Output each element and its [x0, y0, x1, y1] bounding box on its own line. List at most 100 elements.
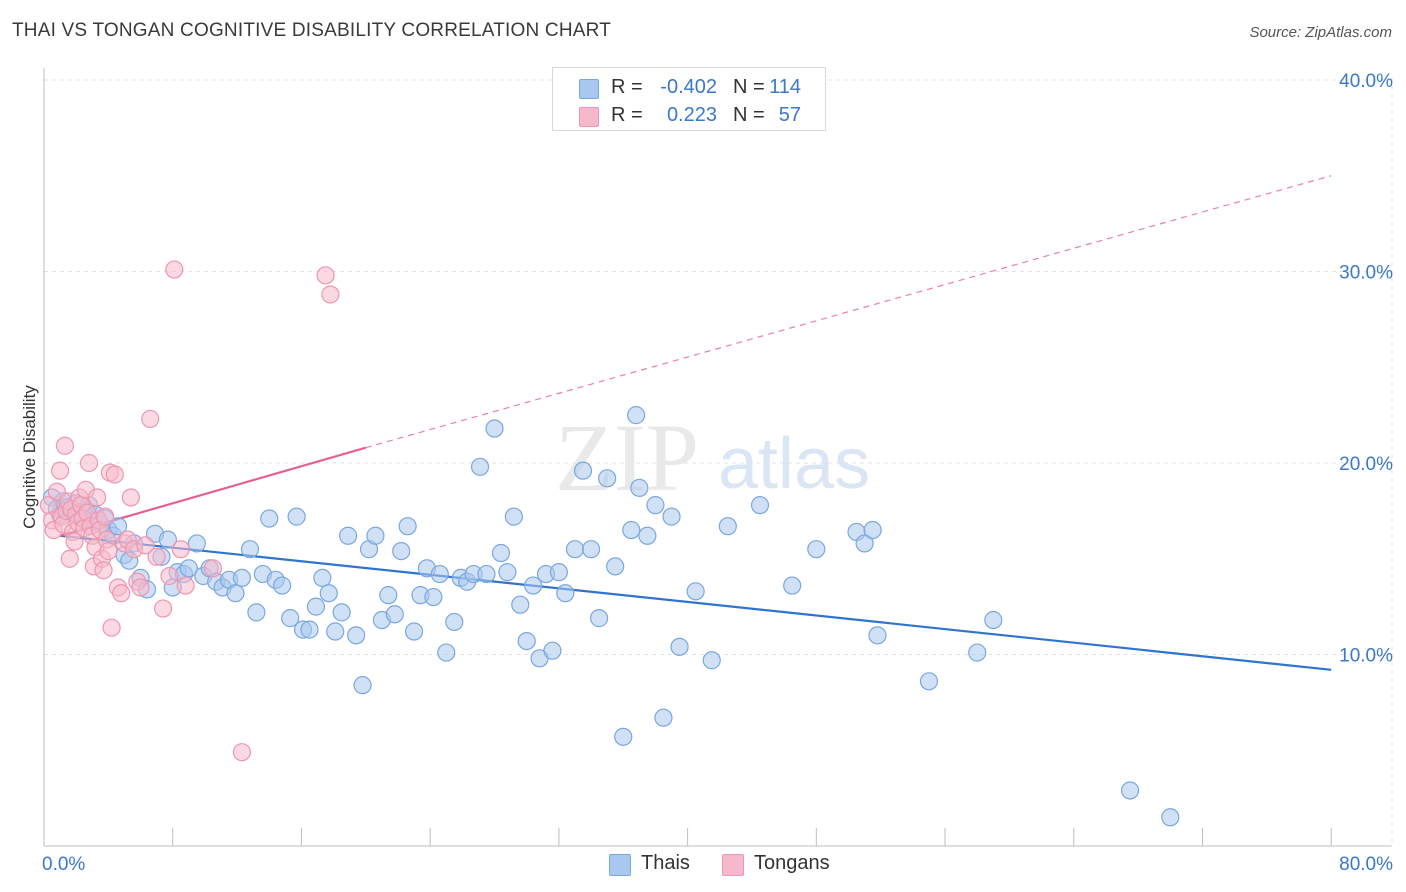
thai-point	[300, 620, 319, 639]
tongan-point	[321, 285, 340, 304]
tongan-point	[105, 465, 124, 484]
thai-point	[662, 507, 681, 526]
tongan-point	[79, 453, 99, 473]
thai-point	[226, 584, 245, 603]
thai-point	[581, 540, 601, 559]
axes	[43, 68, 1392, 847]
thai-point	[108, 517, 128, 536]
legend-r-label: R =	[611, 76, 643, 98]
legend-label-tongans: Tongans	[754, 852, 830, 874]
legend-label-thais: Thais	[641, 852, 690, 874]
thai-point	[702, 651, 721, 670]
thai-point	[247, 603, 266, 622]
chart-source: Source: ZipAtlas.com	[1249, 24, 1392, 41]
legend-row-thais: R = -0.402 N = 114	[553, 72, 825, 102]
y-axis-label: Cognitive Disability	[20, 385, 39, 529]
thai-point	[549, 563, 568, 582]
tongan-point	[165, 260, 184, 279]
thai-point	[606, 557, 625, 576]
thai-trend-line	[59, 534, 1332, 671]
thai-point	[392, 541, 411, 561]
y-tick-label: 10.0%	[1339, 646, 1393, 667]
thai-point	[622, 520, 641, 540]
thai-point	[477, 564, 496, 584]
thai-point	[670, 637, 689, 656]
thai-point	[424, 587, 443, 607]
thai-point	[240, 540, 260, 559]
tongan-point	[50, 461, 70, 480]
thai-point	[470, 457, 490, 476]
thai-point	[158, 530, 177, 549]
thai-point	[281, 609, 300, 628]
thai-point	[654, 708, 673, 727]
legend-r-label: R =	[611, 104, 643, 126]
tongan-point	[121, 488, 140, 507]
thai-point	[179, 559, 198, 578]
tongan-point	[136, 536, 155, 555]
thai-point	[445, 612, 464, 632]
thai-point	[273, 576, 292, 595]
watermark: ZIP atlas	[555, 404, 870, 511]
thai-point	[511, 595, 530, 614]
thai-swatch	[609, 854, 631, 876]
tongan-point	[147, 547, 166, 566]
thai-point	[287, 507, 306, 526]
chart-title: THAI VS TONGAN COGNITIVE DISABILITY CORR…	[12, 20, 612, 41]
thai-point	[1120, 781, 1140, 800]
thai-point	[686, 582, 705, 601]
tongan-swatch	[579, 107, 599, 127]
tick-labels: 10.0% 20.0% 30.0% 40.0% 0.0% 80.0%	[42, 71, 1393, 875]
thai-point	[556, 584, 575, 603]
thai-point	[984, 610, 1003, 630]
thai-point	[968, 643, 987, 662]
tongan-point	[316, 266, 335, 285]
legend-row-tongans: R = 0.223 N = 57	[553, 100, 825, 130]
tongan-trend-line-extended	[365, 175, 1332, 449]
x-tick-label: 80.0%	[1339, 854, 1393, 875]
tongan-point	[141, 409, 160, 429]
thai-point	[627, 406, 646, 425]
y-tick-label: 20.0%	[1339, 454, 1393, 475]
thai-point	[638, 526, 657, 545]
tongan-point	[131, 578, 150, 597]
thai-point	[855, 534, 874, 553]
thai-point	[524, 576, 543, 595]
tongan-point	[55, 436, 75, 455]
watermark-zip: ZIP	[555, 404, 699, 511]
thai-point	[430, 564, 449, 584]
thai-point	[319, 584, 338, 603]
legend-n-value: 57	[778, 104, 801, 126]
tongan-point	[171, 540, 190, 559]
thai-point	[353, 676, 372, 695]
thai-point	[339, 526, 358, 545]
thai-point	[807, 540, 826, 559]
thai-point	[404, 622, 424, 641]
legend-n-label: N =	[733, 76, 765, 98]
thai-point	[543, 641, 562, 660]
thai-point	[379, 586, 398, 605]
thai-point	[750, 496, 770, 515]
tongan-point	[99, 541, 118, 561]
tongan-point	[87, 488, 107, 507]
tongan-point	[96, 507, 115, 526]
thai-point	[385, 605, 404, 624]
thai-point	[504, 507, 523, 526]
thai-point	[313, 568, 332, 588]
thai-point	[485, 419, 504, 438]
thai-point	[1161, 808, 1180, 827]
thai-point	[498, 563, 517, 582]
thai-point	[366, 526, 385, 545]
thai-point	[347, 626, 366, 645]
thai-point	[260, 509, 279, 528]
tongan-point	[94, 561, 113, 580]
tongan-swatch	[722, 854, 744, 876]
thai-point	[398, 517, 417, 536]
thai-point	[306, 597, 326, 616]
thai-point	[565, 540, 585, 559]
thai-point	[332, 603, 351, 622]
thai-point	[437, 643, 456, 662]
x-tick-label: 0.0%	[42, 854, 85, 875]
y-tick-label: 30.0%	[1339, 263, 1393, 284]
thai-point	[646, 496, 665, 515]
